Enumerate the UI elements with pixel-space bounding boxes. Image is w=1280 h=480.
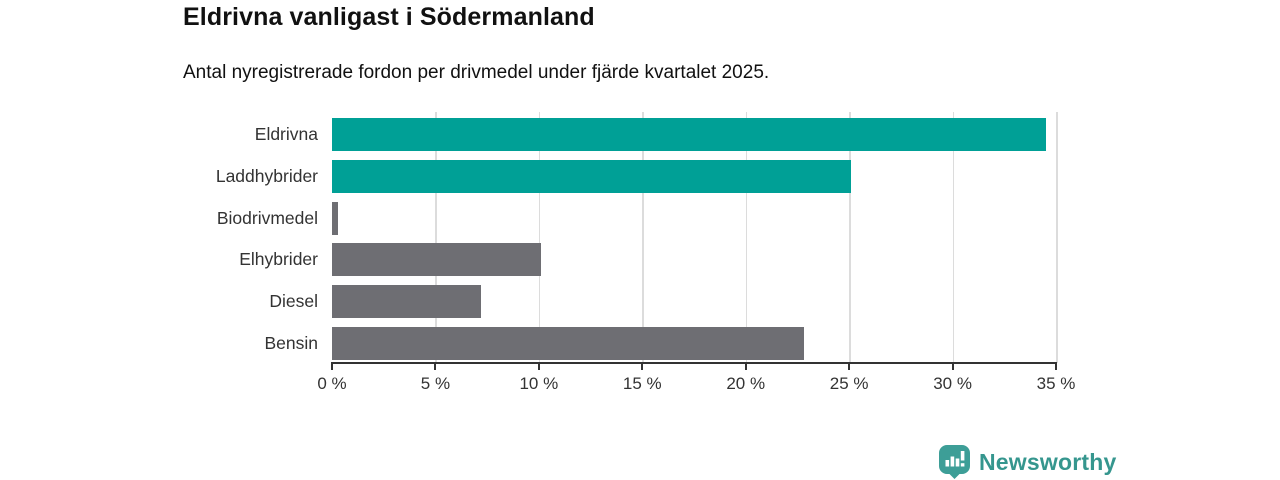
bar-label: Bensin	[264, 333, 318, 353]
gridline	[538, 112, 541, 363]
bar	[332, 243, 541, 276]
x-axis-tick	[537, 362, 540, 370]
gridline	[952, 112, 955, 363]
x-axis-tick-label: 35 %	[1036, 374, 1076, 393]
bar-row: Biodrivmedel	[217, 202, 1056, 235]
x-axis-tick	[951, 362, 954, 370]
bar-label: Biodrivmedel	[216, 208, 318, 228]
gridline	[435, 112, 437, 363]
x-axis-tick	[848, 362, 851, 370]
bar-row: Elhybrider	[239, 243, 1056, 276]
bar-label: Diesel	[269, 291, 318, 311]
bar-label: Elhybrider	[239, 249, 318, 269]
newsworthy-logo-text: Newsworthy	[979, 448, 1117, 475]
plot-area: Eldrivna Laddhybrider Biodrivmedel Elhybrid…	[216, 112, 1058, 363]
gridline	[642, 112, 644, 363]
x-axis-tick-label: 5 %	[420, 374, 451, 393]
x-axis-tick-label: 15 %	[622, 374, 662, 393]
x-axis-tick	[744, 362, 747, 370]
chart-subtitle: Antal nyregistrerade fordon per drivmede…	[183, 62, 770, 83]
gridline	[745, 112, 748, 363]
x-axis-tick-label: 25 %	[829, 374, 869, 393]
x-axis-tick	[331, 362, 333, 370]
newsworthy-bar-chart-bubble-icon	[939, 445, 970, 479]
x-axis-tick-label: 0 %	[317, 374, 347, 393]
bar-row: Bensin	[264, 327, 1056, 360]
bar	[332, 327, 804, 360]
x-axis-tick	[434, 362, 437, 370]
bar	[332, 285, 481, 318]
x-axis-tick-label: 10 %	[519, 374, 559, 393]
x-axis: 0 % 5 % 10 % 15 % 20 % 25 % 30 % 35 %	[317, 362, 1075, 393]
bar-label: Laddhybrider	[215, 166, 318, 186]
chart-title: Eldrivna vanligast i Södermanland	[183, 3, 595, 31]
bar-row: Eldrivna	[255, 118, 1056, 151]
gridline	[849, 112, 851, 363]
bar	[332, 202, 339, 235]
x-axis-tick-label: 20 %	[726, 374, 766, 393]
newsworthy-logo: Newsworthy	[939, 445, 1116, 479]
x-axis-tick	[641, 362, 644, 370]
bar	[332, 160, 852, 193]
bar-row: Diesel	[269, 285, 1056, 318]
x-axis-tick-label: 30 %	[933, 374, 972, 393]
x-axis-tick	[1055, 362, 1057, 370]
bar-label: Eldrivna	[254, 124, 318, 144]
bar	[332, 118, 1046, 151]
bar-row: Laddhybrider	[216, 160, 1056, 193]
gridline	[1056, 112, 1058, 363]
